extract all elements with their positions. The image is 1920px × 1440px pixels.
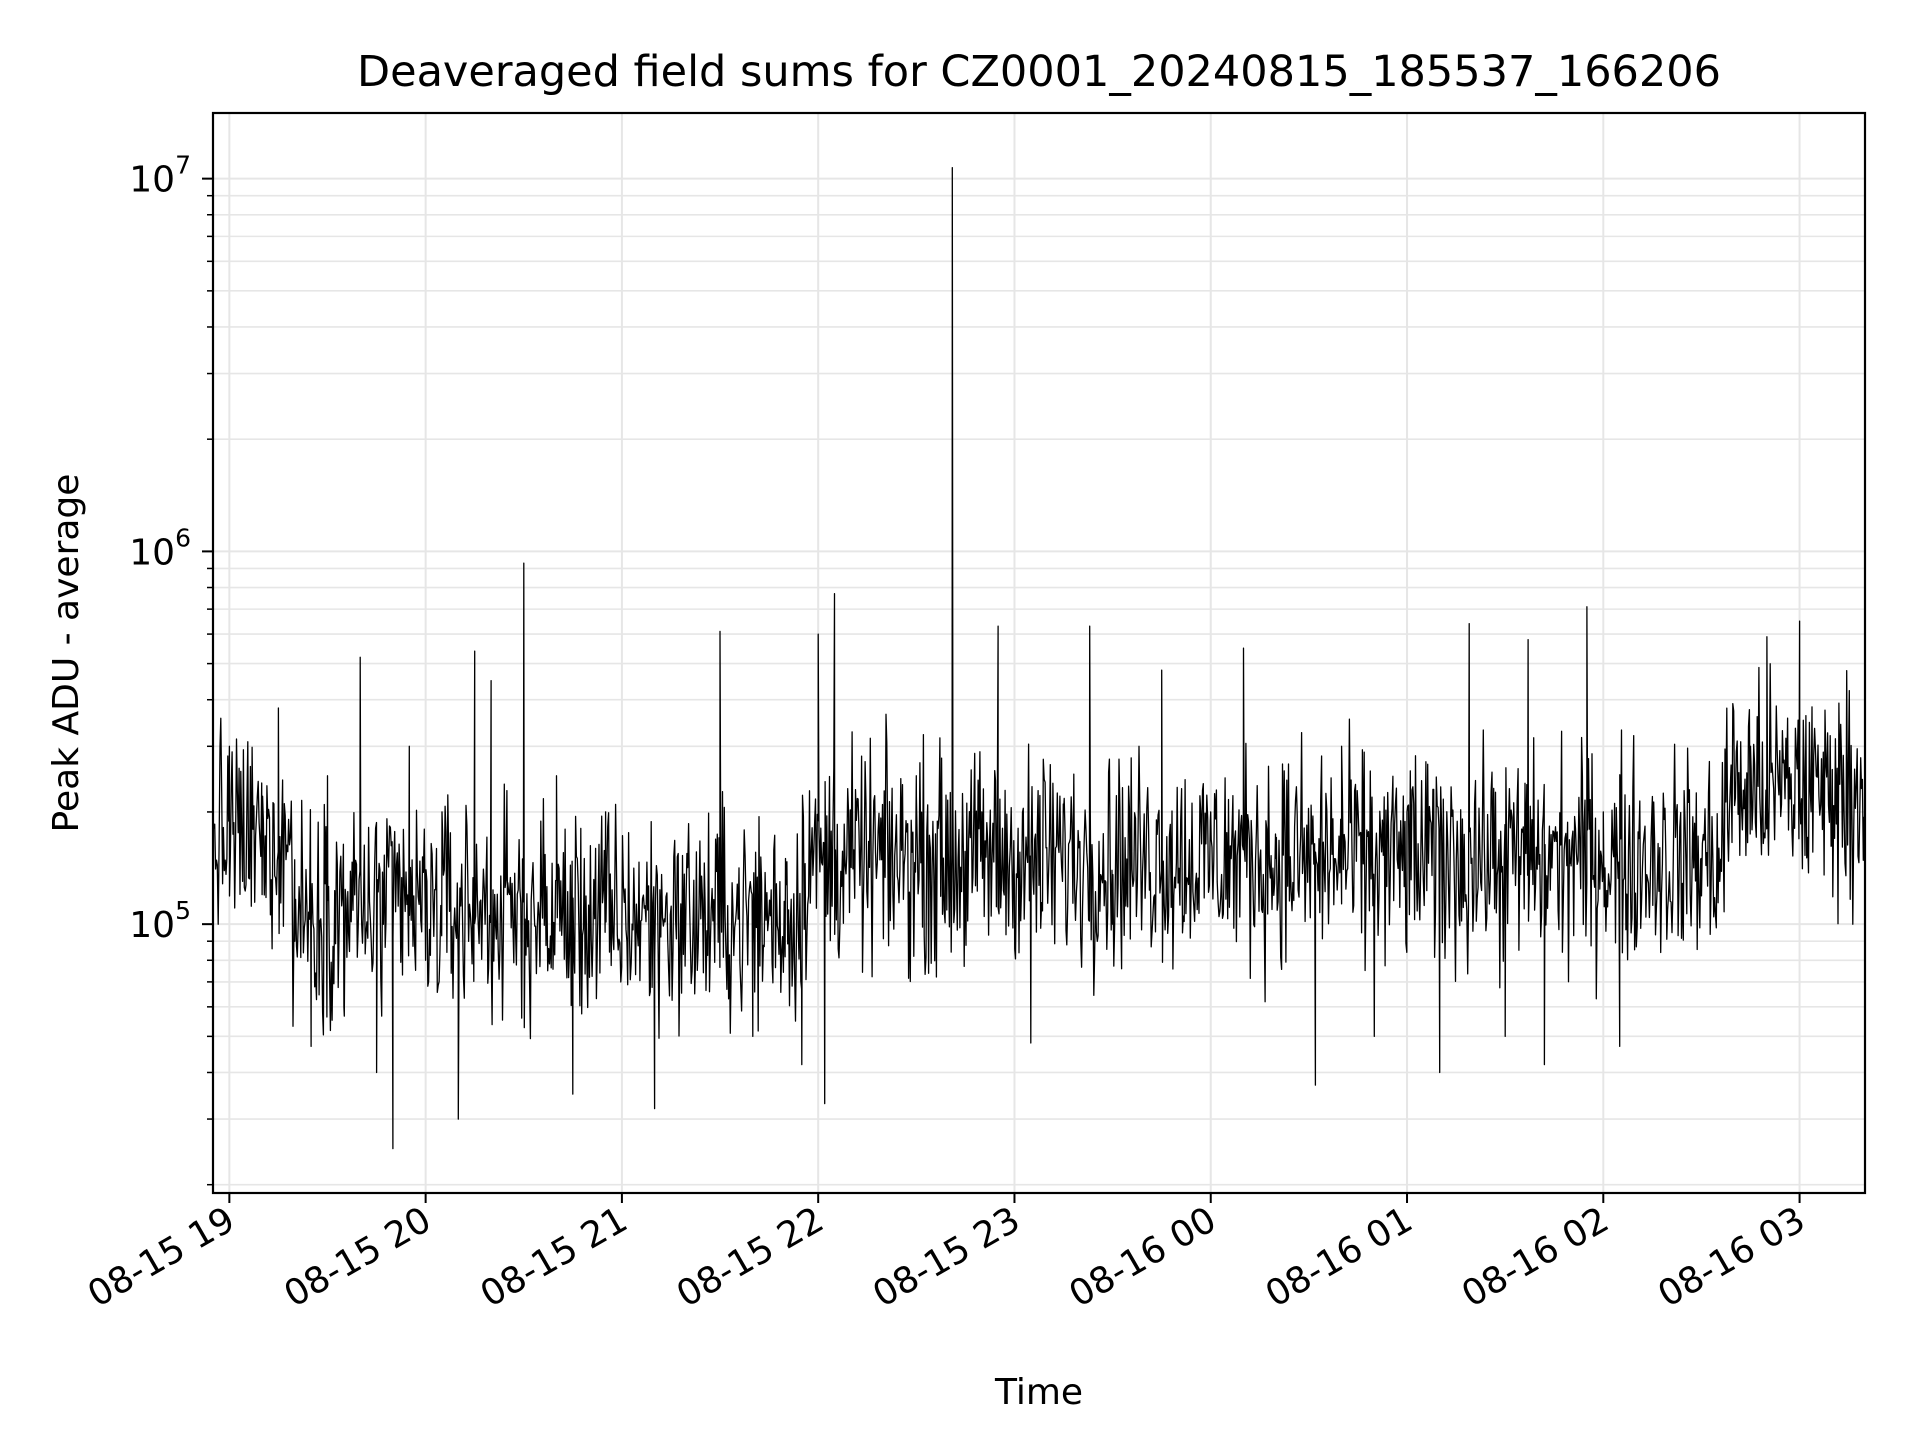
y-axis: 105 106 107 — [129, 151, 213, 1186]
y-tick-label: 105 — [129, 896, 191, 946]
x-axis-label: Time — [994, 1372, 1083, 1413]
y-axis-label: Peak ADU - average — [46, 474, 87, 833]
series-layer — [212, 167, 1866, 1150]
series-line — [212, 167, 1866, 1150]
y-tick-label: 106 — [129, 523, 191, 573]
y-tick-label: 107 — [129, 151, 191, 201]
plot-frame — [211, 111, 1867, 1195]
chart-title: Deaveraged field sums for CZ0001_2024081… — [357, 47, 1721, 97]
